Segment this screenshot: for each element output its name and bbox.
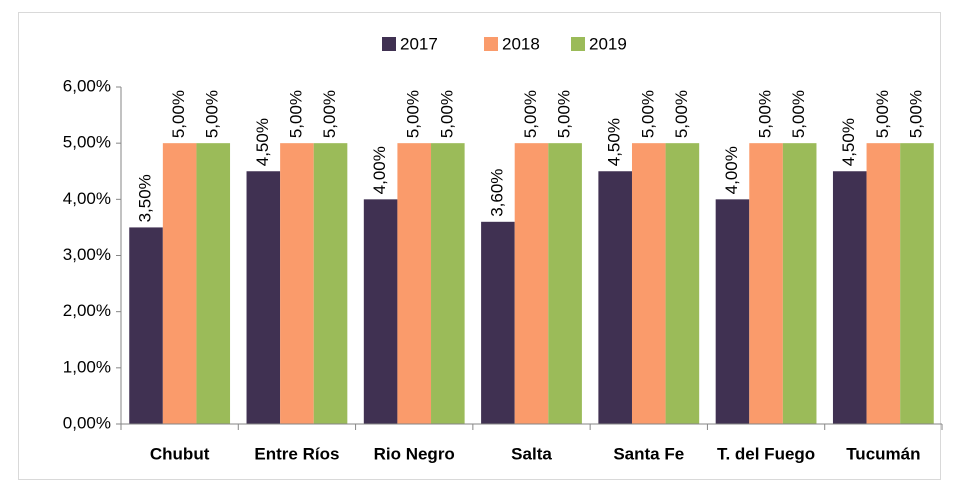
y-tick-label: 1,00% <box>63 357 111 376</box>
bar <box>832 171 867 424</box>
value-label: 5,00% <box>169 90 188 138</box>
bar <box>481 221 515 424</box>
y-tick-label: 5,00% <box>63 133 111 152</box>
bar <box>196 143 231 424</box>
x-tick-label: Entre Ríos <box>254 444 339 463</box>
value-label: 4,00% <box>722 146 741 194</box>
value-label: 3,60% <box>487 169 506 217</box>
x-tick-label: Chubut <box>150 444 210 463</box>
x-tick-label: Salta <box>511 444 552 463</box>
bar <box>900 143 934 424</box>
bar <box>598 171 632 424</box>
value-label: 5,00% <box>789 90 808 138</box>
legend-label: 2017 <box>400 34 438 53</box>
value-label: 5,00% <box>404 90 423 138</box>
bar <box>431 143 465 424</box>
value-label: 3,50% <box>136 174 155 222</box>
bar <box>162 143 197 424</box>
bar <box>397 143 432 424</box>
y-tick-label: 2,00% <box>63 301 111 320</box>
value-label: 5,00% <box>873 90 892 138</box>
x-tick-label: Santa Fe <box>613 444 684 463</box>
bar <box>280 143 314 424</box>
value-label: 5,00% <box>555 90 574 138</box>
value-label: 5,00% <box>320 90 339 138</box>
bar <box>246 171 281 424</box>
legend-swatch <box>571 37 585 51</box>
bar <box>866 143 901 424</box>
bar <box>313 143 348 424</box>
legend-swatch <box>484 37 498 51</box>
bar <box>782 143 817 424</box>
x-tick-label: T. del Fuego <box>717 444 815 463</box>
bar <box>363 199 398 424</box>
bar <box>548 143 582 424</box>
value-label: 5,00% <box>521 90 540 138</box>
value-label: 5,00% <box>638 90 657 138</box>
value-label: 4,00% <box>370 146 389 194</box>
bar <box>749 143 783 424</box>
value-label: 4,50% <box>839 118 858 166</box>
legend-swatch <box>382 37 396 51</box>
value-label: 5,00% <box>286 90 305 138</box>
bar <box>129 227 163 424</box>
y-tick-label: 4,00% <box>63 189 111 208</box>
value-label: 5,00% <box>437 90 456 138</box>
value-label: 4,50% <box>253 118 272 166</box>
y-tick-label: 3,00% <box>63 245 111 264</box>
bar <box>665 143 700 424</box>
value-label: 5,00% <box>672 90 691 138</box>
y-tick-label: 0,00% <box>63 413 111 432</box>
y-tick-label: 6,00% <box>63 76 111 95</box>
bar <box>631 143 666 424</box>
value-label: 5,00% <box>906 90 925 138</box>
value-label: 5,00% <box>756 90 775 138</box>
bar <box>514 143 549 424</box>
value-label: 4,50% <box>605 118 624 166</box>
x-tick-label: Rio Negro <box>374 444 455 463</box>
value-label: 5,00% <box>203 90 222 138</box>
legend-label: 2019 <box>589 34 627 53</box>
bar <box>715 199 750 424</box>
legend-label: 2018 <box>502 34 540 53</box>
x-tick-label: Tucumán <box>846 444 920 463</box>
